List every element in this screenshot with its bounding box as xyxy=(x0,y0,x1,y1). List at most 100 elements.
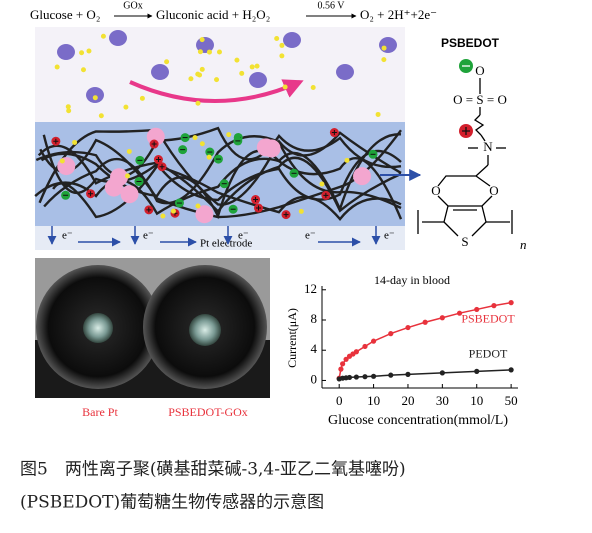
oxygen-dot xyxy=(72,139,78,145)
oxygen-dot xyxy=(170,208,176,214)
data-point xyxy=(362,343,368,350)
plus-sign xyxy=(323,192,329,198)
enzyme xyxy=(262,139,281,158)
electron-label: e⁻ xyxy=(384,230,395,242)
electron-label: e⁻ xyxy=(62,230,73,242)
oxygen-dot xyxy=(381,45,387,51)
reaction-arrow xyxy=(129,79,304,103)
plus-sign xyxy=(283,212,289,218)
photo: Bare Pt PSBEDOT-GOx xyxy=(35,258,270,419)
polymer-chain xyxy=(38,128,402,206)
atom: O xyxy=(489,183,498,198)
oxygen-dot xyxy=(98,113,104,119)
oxygen-dot xyxy=(216,49,222,55)
oxygen-dot xyxy=(199,141,205,147)
data-point xyxy=(439,315,445,321)
oxygen-dot xyxy=(214,77,220,83)
legend-label: PSBEDOT xyxy=(461,311,515,325)
oxygen-dot xyxy=(80,67,86,73)
oxygen-dot xyxy=(164,59,170,65)
glucose xyxy=(379,37,397,53)
oxygen-dot xyxy=(375,111,381,117)
oxygen-dot xyxy=(279,53,285,59)
oxygen-dot xyxy=(86,48,92,54)
data-point xyxy=(346,374,353,381)
equation-part: Gluconic acid + H₂O₂ xyxy=(156,7,270,22)
plus-sign xyxy=(88,191,94,197)
oxygen-dot xyxy=(254,63,260,69)
data-point xyxy=(370,338,377,344)
electrode-disk xyxy=(189,314,221,346)
data-point xyxy=(439,370,445,376)
oxygen-dot xyxy=(79,50,85,56)
oxygen-dot xyxy=(192,135,198,141)
plus-sign xyxy=(159,164,165,170)
atom: S xyxy=(461,234,468,249)
data-point xyxy=(388,331,394,337)
oxygen-dot xyxy=(54,64,60,70)
x-tick-label: 0 xyxy=(336,393,343,408)
photo-label: PSBEDOT-GOx xyxy=(168,405,248,419)
x-tick-label: 20 xyxy=(401,393,414,408)
bond xyxy=(437,164,491,187)
electrode-disk xyxy=(83,313,113,343)
data-point xyxy=(388,372,394,378)
glucose xyxy=(86,87,104,103)
polymer-chain xyxy=(37,144,402,214)
glucose xyxy=(283,32,301,48)
electron-label: e⁻ xyxy=(238,230,249,242)
oxygen-dot xyxy=(100,33,106,39)
polymer-chain xyxy=(40,149,403,220)
arrow-label: 0.56 V xyxy=(317,0,345,11)
equation: Glucose + O₂ GOx Gluconic acid + H₂O₂ 0.… xyxy=(30,0,437,22)
arrow-label: GOx xyxy=(123,0,142,11)
polymer-chain xyxy=(35,126,402,178)
bond xyxy=(473,114,485,136)
equation-part: O₂ + 2H⁺+2e⁻ xyxy=(360,7,437,22)
data-point xyxy=(353,349,359,355)
oxygen-dot xyxy=(92,95,98,101)
oxygen-dot xyxy=(206,154,212,160)
oxygen-dot xyxy=(139,95,145,101)
chart-title: 14-day in blood xyxy=(374,273,450,287)
enzyme xyxy=(195,205,214,224)
x-tick-label: 30 xyxy=(436,393,449,408)
y-tick-label: 0 xyxy=(311,371,318,386)
oxygen-dot xyxy=(195,71,201,77)
chart: 14-day in blood Current(μA) Glucose conc… xyxy=(285,273,518,428)
plus-sign xyxy=(253,197,259,203)
structure-label: PSBEDOT xyxy=(441,36,500,50)
oxygen-dot xyxy=(310,84,316,90)
data-point xyxy=(362,374,368,380)
atom: N xyxy=(483,139,493,154)
electrode xyxy=(35,226,405,250)
data-point xyxy=(353,374,359,380)
data-point xyxy=(343,356,349,362)
glucose xyxy=(109,30,127,46)
plus-sign xyxy=(146,207,152,213)
oxygen-dot xyxy=(298,208,304,214)
oxygen-dot xyxy=(125,173,131,179)
data-point xyxy=(508,300,514,306)
x-tick-label: 10 xyxy=(470,393,483,408)
electron-label: e⁻ xyxy=(143,230,154,242)
chemical-structure xyxy=(417,59,513,237)
oxygen-dot xyxy=(282,84,288,90)
enzyme xyxy=(104,178,123,197)
structure-labels: PSBEDOT O O = S = O N O O S n xyxy=(431,36,526,252)
y-tick-label: 8 xyxy=(311,311,318,326)
oxygen-dot xyxy=(206,49,212,55)
glucose xyxy=(336,64,354,80)
plus-sign xyxy=(256,205,262,211)
legend-label: PEDOT xyxy=(469,347,508,361)
oxygen-dot xyxy=(188,76,194,82)
equation-part: Glucose + O₂ xyxy=(30,7,100,22)
oxygen-dot xyxy=(65,104,71,110)
oxygen-dot xyxy=(195,203,201,209)
atom: n xyxy=(520,237,527,252)
oxygen-dot xyxy=(274,36,280,42)
oxygen-dot xyxy=(234,57,240,63)
data-point xyxy=(405,371,411,377)
oxygen-dot xyxy=(123,104,129,110)
